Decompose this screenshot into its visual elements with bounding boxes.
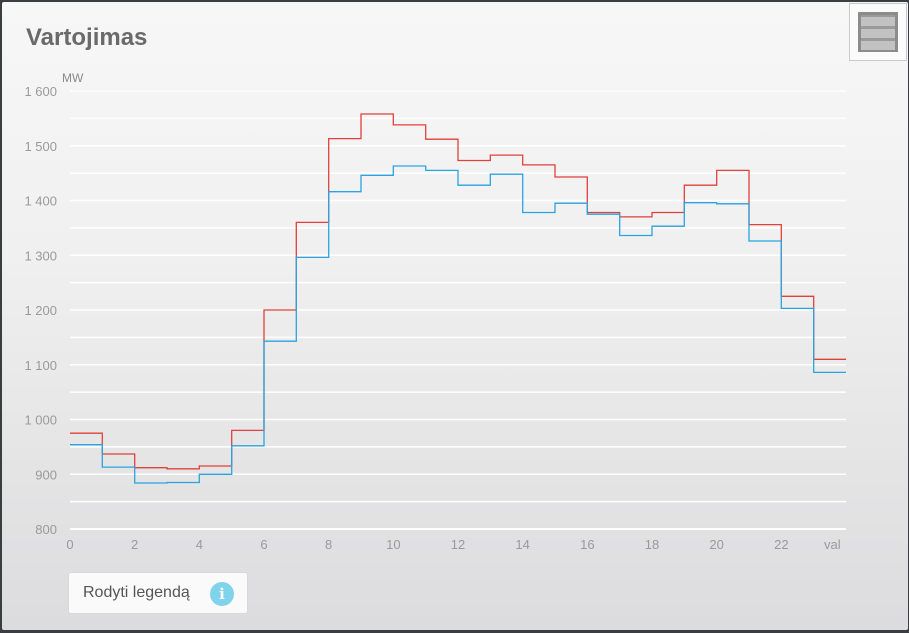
y-axis-ticks: 800 900 1 000 1 100 1 200 1 300 1 400 1 500 1 60… xyxy=(24,84,57,537)
y-tick-label: 1 100 xyxy=(24,358,57,373)
show-legend-label: Rodyti legendą xyxy=(83,584,190,601)
chart-menu-button[interactable] xyxy=(849,3,907,61)
x-tick-label: 14 xyxy=(515,537,529,552)
x-tick-label: 8 xyxy=(325,537,332,552)
x-tick-label: 6 xyxy=(260,537,267,552)
x-axis-ticks: 0 2 4 6 8 10 12 14 16 18 20 22 xyxy=(66,537,788,552)
show-legend-button[interactable]: Rodyti legendą i xyxy=(68,572,248,614)
x-tick-label: 10 xyxy=(386,537,400,552)
x-tick-label: 4 xyxy=(196,537,203,552)
info-icon: i xyxy=(210,582,234,606)
x-tick-label: 22 xyxy=(774,537,788,552)
y-axis-label: MW xyxy=(62,71,84,85)
series-line-2 xyxy=(70,165,846,484)
x-axis-label: val xyxy=(824,537,841,552)
x-tick-label: 12 xyxy=(451,537,465,552)
x-tick-label: 2 xyxy=(131,537,138,552)
x-tick-label: 18 xyxy=(645,537,659,552)
x-tick-label: 20 xyxy=(709,537,723,552)
x-tick-label: 16 xyxy=(580,537,594,552)
y-tick-label: 800 xyxy=(35,522,57,537)
series-lines xyxy=(70,113,846,484)
x-tick-label: 0 xyxy=(66,537,73,552)
y-tick-label: 1 200 xyxy=(24,303,57,318)
series-line-1 xyxy=(70,113,846,470)
chart-title: Vartojimas xyxy=(26,24,148,51)
y-tick-label: 900 xyxy=(35,467,57,482)
y-tick-label: 1 300 xyxy=(24,248,57,263)
y-tick-label: 1 500 xyxy=(24,139,57,154)
y-tick-label: 1 400 xyxy=(24,194,57,209)
y-tick-label: 1 000 xyxy=(24,413,57,428)
hamburger-menu-icon xyxy=(858,12,898,52)
y-tick-label: 1 600 xyxy=(24,84,57,99)
